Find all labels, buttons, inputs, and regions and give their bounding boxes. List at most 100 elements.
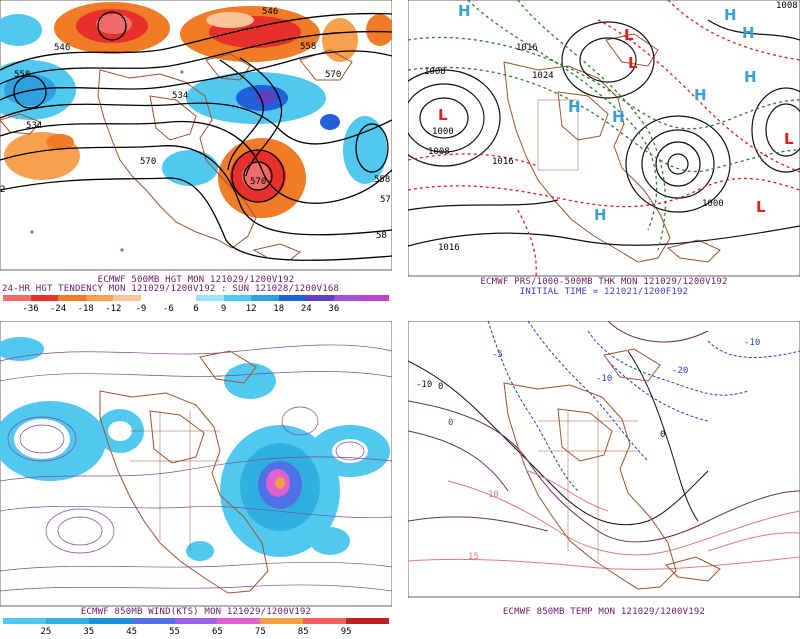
high-pressure-marker-4: H bbox=[744, 68, 757, 86]
tendency-scale-swatch bbox=[3, 295, 32, 301]
panel-pressure-thickness: L L L L L H H H H H H H H 1008 1016 1024… bbox=[408, 0, 800, 318]
low-pressure-marker-north: L bbox=[624, 26, 634, 44]
isobar-label-1000-east: 1000 bbox=[702, 199, 724, 209]
tendency-scale-tick-label: -6 bbox=[163, 304, 174, 314]
isotherm-label-minus10-north: -10 bbox=[596, 374, 613, 384]
height-contours bbox=[0, 11, 392, 261]
wind-speed-fills bbox=[0, 337, 390, 561]
tendency-scale-swatch bbox=[333, 295, 362, 301]
isobar-label-1024: 1024 bbox=[532, 71, 554, 81]
tendency-scale-swatch bbox=[30, 295, 59, 301]
tendency-scale-tick-label: 12 bbox=[245, 304, 257, 314]
isobar-label-1016-south: 1016 bbox=[438, 243, 460, 253]
isobar-label-1008-north: 1008 bbox=[424, 67, 446, 77]
wind-color-scale bbox=[3, 618, 390, 624]
isotherm-label-minus20: -20 bbox=[672, 366, 689, 376]
tendency-scale-tick-label: 24 bbox=[300, 304, 312, 314]
low-pressure-marker-atlantic: L bbox=[756, 198, 766, 216]
tendency-scale-tick-label: -24 bbox=[50, 304, 67, 314]
isotherm-label-0-south: 0 bbox=[448, 418, 454, 428]
tendency-scale-swatch bbox=[306, 295, 335, 301]
tendency-color-scale bbox=[3, 295, 390, 301]
low-pressure-marker-west: L bbox=[438, 106, 448, 124]
panel-850mb-temp: -10 -5 0 0 -10 -20 -10 0 10 15 ECMWF 850… bbox=[408, 321, 800, 639]
tendency-scale-swatch bbox=[196, 295, 225, 301]
wind-scale-tick-label: 55 bbox=[169, 627, 180, 637]
pressure-thickness-map bbox=[408, 0, 800, 277]
high-pressure-marker-5: H bbox=[594, 206, 607, 224]
contour-label-570-low: 570 bbox=[250, 177, 267, 187]
contour-label-570-south: 570 bbox=[140, 157, 157, 167]
high-pressure-marker-6: H bbox=[724, 6, 737, 24]
isotherm-label-minus5: -5 bbox=[492, 350, 503, 360]
tendency-scale-swatch bbox=[361, 295, 390, 301]
isobar-label-1016-north: 1016 bbox=[516, 43, 538, 53]
isobars bbox=[408, 19, 800, 247]
wind-scale-swatch bbox=[260, 618, 304, 624]
thickness-lines bbox=[408, 0, 800, 277]
tendency-scale-tick-label: 18 bbox=[273, 304, 285, 314]
isotherm-label-15: 15 bbox=[468, 552, 479, 562]
tendency-scale-tick-label: -18 bbox=[77, 304, 94, 314]
contour-label-558-west: 558 bbox=[14, 70, 31, 80]
wind-scale-swatch bbox=[88, 618, 133, 624]
tendency-scale-swatch bbox=[223, 295, 252, 301]
low-pressure-marker-east: L bbox=[784, 130, 794, 148]
wind-scale-swatch bbox=[174, 618, 218, 624]
height-tendency-map bbox=[0, 0, 392, 271]
isobar-label-1008-corner: 1008 bbox=[776, 1, 798, 11]
contour-label-edge-558: 558 bbox=[374, 175, 391, 185]
wind-scale-tick-label: 95 bbox=[340, 627, 352, 637]
tendency-scale-tick-label: -12 bbox=[105, 304, 122, 314]
isotherm-label-10: 10 bbox=[488, 490, 499, 500]
coastlines bbox=[503, 348, 721, 590]
tendency-scale-swatch bbox=[58, 295, 87, 301]
isobar-label-1008: 1008 bbox=[428, 147, 450, 157]
wind-scale-tick-label: 85 bbox=[297, 627, 309, 637]
caption-prs-thk-title: ECMWF PRS/1000-500MB THK MON 121029/1200… bbox=[480, 277, 728, 287]
wind-scale-tick-label: 75 bbox=[254, 627, 266, 637]
low-pressure-marker-north2: L bbox=[628, 54, 638, 72]
tendency-scale-tick-label: 6 bbox=[193, 304, 199, 314]
coastlines bbox=[0, 49, 353, 261]
contour-label-edge-57: 57 bbox=[380, 195, 391, 205]
caption-500mb-title: ECMWF 500MB HGT MON 121029/1200V192 bbox=[97, 275, 295, 285]
coastlines bbox=[99, 350, 269, 594]
wind-scale-swatch bbox=[131, 618, 176, 624]
wind-scale-tick-label: 45 bbox=[126, 627, 138, 637]
contour-label-58x: 58 bbox=[376, 231, 387, 241]
wind-scale-tick-label: 35 bbox=[83, 627, 95, 637]
high-pressure-marker-1: H bbox=[458, 2, 471, 20]
isotherm-label-0-east: 0 bbox=[660, 430, 666, 440]
caption-850mb-wind-title: ECMWF 850MB WIND(KTS) MON 121029/1200V19… bbox=[80, 607, 312, 617]
high-pressure-marker-7: H bbox=[742, 24, 755, 42]
contour-label-546: 546 bbox=[262, 7, 279, 17]
wind-scale-swatch bbox=[346, 618, 390, 624]
contour-label-534: 534 bbox=[26, 121, 43, 131]
tendency-scale-tick-label: -9 bbox=[135, 304, 147, 314]
contour-label-570: 570 bbox=[325, 70, 342, 80]
tendency-scale-tick-label: -36 bbox=[22, 304, 39, 314]
contour-label-558: 558 bbox=[300, 42, 317, 52]
caption-initial-time: INITIAL TIME = 121021/1200F192 bbox=[519, 287, 689, 297]
tendency-scale-tick-label: 9 bbox=[220, 304, 227, 314]
high-pressure-marker-2: H bbox=[568, 98, 581, 116]
isotherm-label-minus10-east: -10 bbox=[744, 338, 761, 348]
isotherm-label-minus10: -10 bbox=[416, 380, 433, 390]
wind-scale-swatch bbox=[217, 618, 261, 624]
high-pressure-marker-8: H bbox=[694, 86, 707, 104]
high-pressure-marker-3: H bbox=[612, 108, 625, 126]
caption-850mb-temp-title: ECMWF 850MB TEMP MON 121029/1200V192 bbox=[502, 607, 706, 617]
tendency-scale-swatch bbox=[140, 295, 169, 301]
tendency-scale-swatch bbox=[251, 295, 280, 301]
grid-marks bbox=[30, 70, 184, 252]
tendency-scale-swatch bbox=[85, 295, 114, 301]
caption-tendency-title: 24-HR HGT TENDENCY MON 121029/1200V192 :… bbox=[2, 284, 340, 294]
wind-scale-swatch bbox=[303, 618, 347, 624]
tendency-scale-swatch bbox=[113, 295, 142, 301]
wind-scale-tick-label: 25 bbox=[40, 627, 52, 637]
wind-speed-map bbox=[0, 321, 392, 607]
wind-scale-swatch bbox=[3, 618, 47, 624]
contour-label-534-center: 534 bbox=[172, 91, 189, 101]
